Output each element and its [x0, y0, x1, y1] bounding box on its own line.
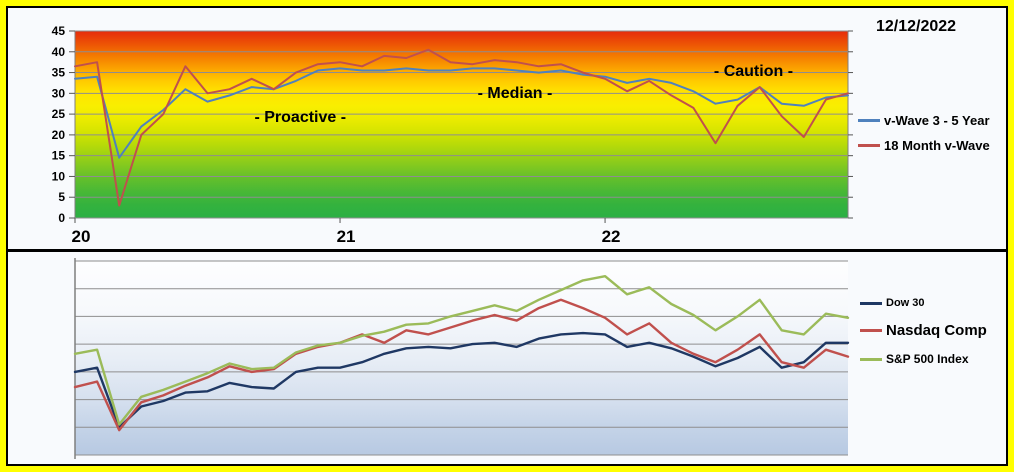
- svg-text:- Caution -: - Caution -: [714, 63, 793, 80]
- legend-entry-18-month-vwave: 18 Month v-Wave: [858, 138, 990, 153]
- line-swatch-icon: [860, 357, 882, 361]
- svg-text:15: 15: [52, 149, 66, 163]
- panel-divider: [8, 249, 1006, 252]
- svg-text:25: 25: [52, 107, 66, 121]
- svg-text:- Proactive -: - Proactive -: [254, 109, 346, 126]
- svg-text:30: 30: [52, 86, 66, 100]
- svg-text:40: 40: [52, 45, 66, 59]
- indices-legend: Dow 30 Nasdaq Comp S&P 500 Index: [860, 297, 987, 366]
- svg-text:35: 35: [52, 66, 66, 80]
- svg-text:20: 20: [52, 128, 66, 142]
- svg-text:22: 22: [602, 227, 621, 246]
- legend-label: Dow 30: [886, 297, 925, 309]
- legend-entry-dow-30: Dow 30: [860, 297, 987, 309]
- svg-text:10: 10: [52, 169, 66, 183]
- svg-text:21: 21: [337, 227, 356, 246]
- svg-text:45: 45: [52, 24, 66, 38]
- svg-text:- Median -: - Median -: [478, 85, 553, 102]
- legend-label: Nasdaq Comp: [886, 322, 987, 339]
- legend-entry-sp500-index: S&P 500 Index: [860, 352, 987, 366]
- report-date: 12/12/2022: [876, 18, 957, 35]
- svg-text:20: 20: [72, 227, 91, 246]
- line-swatch-icon: [858, 119, 880, 122]
- svg-text:5: 5: [58, 190, 65, 204]
- legend-entry-vwave-3-5-year: v-Wave 3 - 5 Year: [858, 113, 990, 128]
- legend-label: 18 Month v-Wave: [884, 138, 990, 153]
- svg-text:0: 0: [58, 211, 65, 225]
- line-swatch-icon: [860, 301, 882, 305]
- legend-label: S&P 500 Index: [886, 352, 969, 366]
- vwave-legend: v-Wave 3 - 5 Year 18 Month v-Wave: [858, 113, 990, 153]
- line-swatch-icon: [858, 144, 880, 147]
- line-swatch-icon: [860, 329, 882, 332]
- legend-entry-nasdaq-comp: Nasdaq Comp: [860, 322, 987, 339]
- legend-label: v-Wave 3 - 5 Year: [884, 113, 990, 128]
